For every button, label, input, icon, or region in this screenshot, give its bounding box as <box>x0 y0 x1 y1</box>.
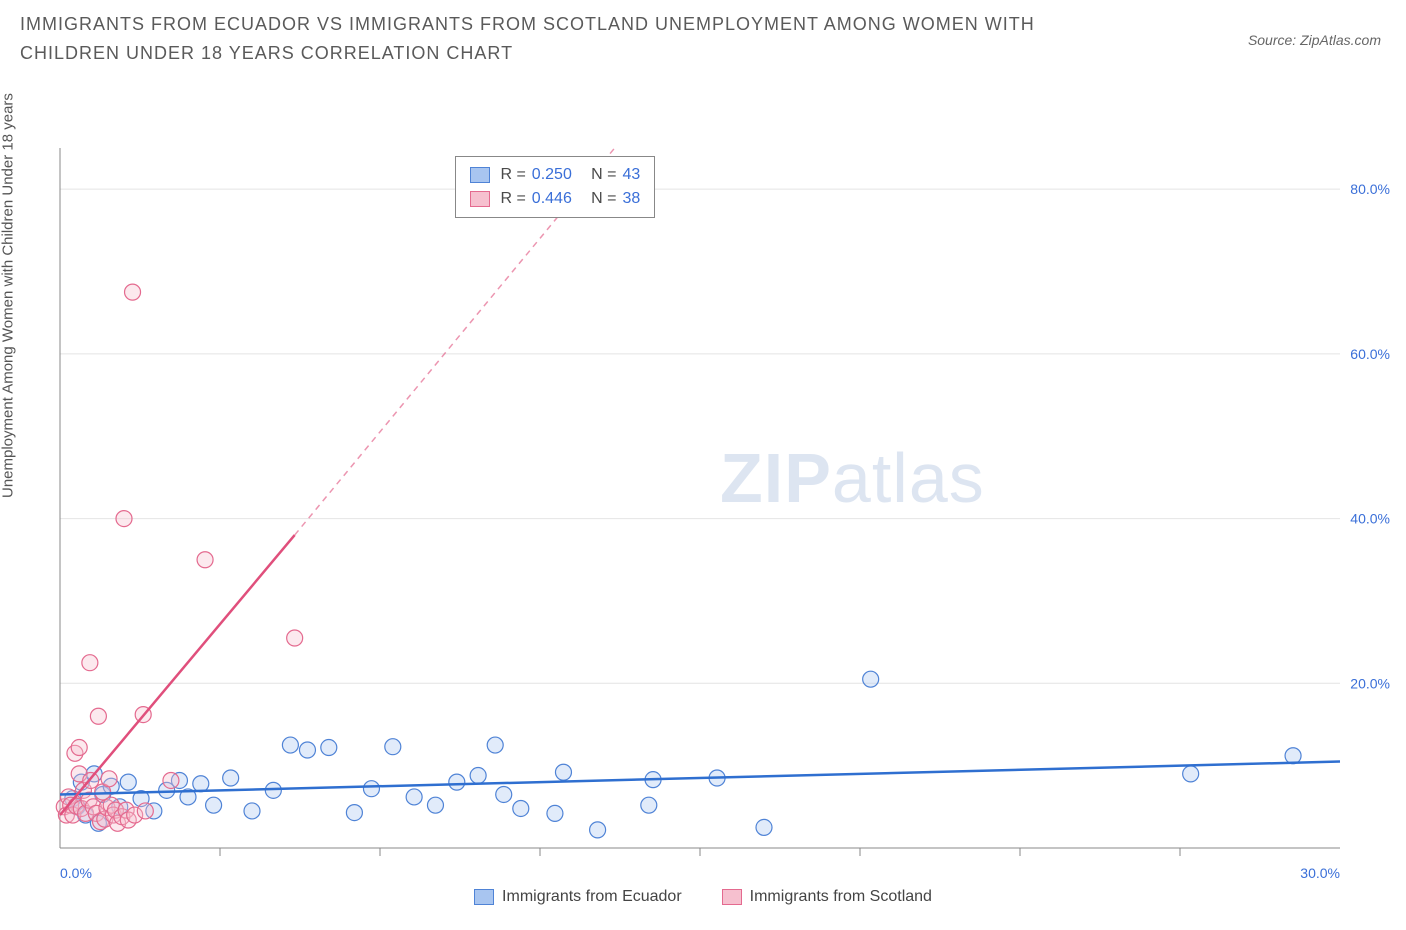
stat-n-label: N = <box>578 190 617 208</box>
svg-text:80.0%: 80.0% <box>1350 181 1390 197</box>
source-attribution: Source: ZipAtlas.com <box>1248 32 1381 48</box>
legend-swatch-icon <box>470 191 490 207</box>
legend-label: Immigrants from Scotland <box>750 888 932 906</box>
legend-label: Immigrants from Ecuador <box>502 888 682 906</box>
series-legend: Immigrants from Ecuador Immigrants from S… <box>0 888 1406 906</box>
svg-text:20.0%: 20.0% <box>1350 675 1390 691</box>
legend-swatch-icon <box>474 889 494 905</box>
stats-legend-row: R = 0.250 N = 43 <box>470 163 640 187</box>
stat-r-label: R = <box>496 190 526 208</box>
svg-text:30.0%: 30.0% <box>1300 865 1340 881</box>
legend-item: Immigrants from Ecuador <box>474 888 682 906</box>
svg-text:40.0%: 40.0% <box>1350 510 1390 526</box>
stat-r-label: R = <box>496 166 526 184</box>
stats-legend-row: R = 0.446 N = 38 <box>470 187 640 211</box>
chart-title: IMMIGRANTS FROM ECUADOR VS IMMIGRANTS FR… <box>20 10 1120 68</box>
legend-swatch-icon <box>470 167 490 183</box>
scatter-chart-svg: 20.0% 40.0% 60.0% 80.0% 0.0% 30.0% <box>0 68 1406 888</box>
stat-n-value: 43 <box>623 166 641 184</box>
legend-item: Immigrants from Scotland <box>722 888 932 906</box>
chart-area: Unemployment Among Women with Children U… <box>0 68 1406 908</box>
stat-r-value: 0.446 <box>532 190 572 208</box>
legend-swatch-icon <box>722 889 742 905</box>
svg-text:0.0%: 0.0% <box>60 865 92 881</box>
stat-n-value: 38 <box>623 190 641 208</box>
stat-r-value: 0.250 <box>532 166 572 184</box>
svg-text:60.0%: 60.0% <box>1350 345 1390 361</box>
y-axis-label: Unemployment Among Women with Children U… <box>0 93 17 498</box>
stats-legend: R = 0.250 N = 43 R = 0.446 N = 38 <box>455 156 655 218</box>
stat-n-label: N = <box>578 166 617 184</box>
